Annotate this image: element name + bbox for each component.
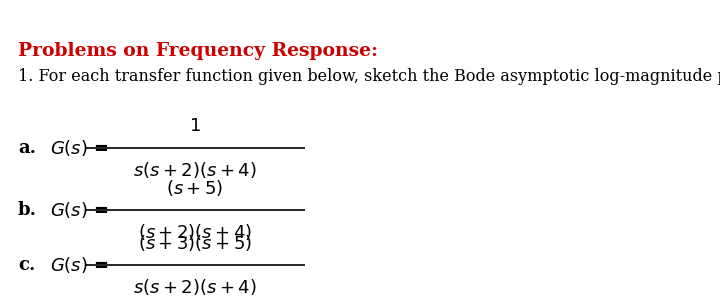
- Text: $\mathit{\left(s+3\right)\left(s+5\right)}$: $\mathit{\left(s+3\right)\left(s+5\right…: [138, 233, 252, 253]
- Text: $\mathit{1}$: $\mathit{1}$: [189, 117, 201, 135]
- Text: Problems on Frequency Response:: Problems on Frequency Response:: [18, 42, 378, 60]
- Text: $\mathit{\left(s+2\right)\left(s+4\right)}$: $\mathit{\left(s+2\right)\left(s+4\right…: [138, 222, 252, 242]
- Text: 1. For each transfer function given below, sketch the Bode asymptotic log-magnit: 1. For each transfer function given belo…: [18, 68, 720, 85]
- Text: $\mathit{\left(s+5\right)}$: $\mathit{\left(s+5\right)}$: [166, 178, 224, 198]
- Text: $\mathit{s\left(s+2\right)\left(s+4\right)}$: $\mathit{s\left(s+2\right)\left(s+4\righ…: [133, 160, 257, 180]
- Text: a.: a.: [18, 139, 36, 157]
- Text: $\mathit{s\left(s+2\right)\left(s+4\right)}$: $\mathit{s\left(s+2\right)\left(s+4\righ…: [133, 277, 257, 297]
- Text: $\mathit{G(s)}$ =: $\mathit{G(s)}$ =: [50, 138, 109, 158]
- Text: c.: c.: [18, 256, 35, 274]
- Text: $\mathit{G(s)}$ =: $\mathit{G(s)}$ =: [50, 200, 109, 220]
- Text: b.: b.: [18, 201, 37, 219]
- Text: $\mathit{G(s)}$ =: $\mathit{G(s)}$ =: [50, 255, 109, 275]
